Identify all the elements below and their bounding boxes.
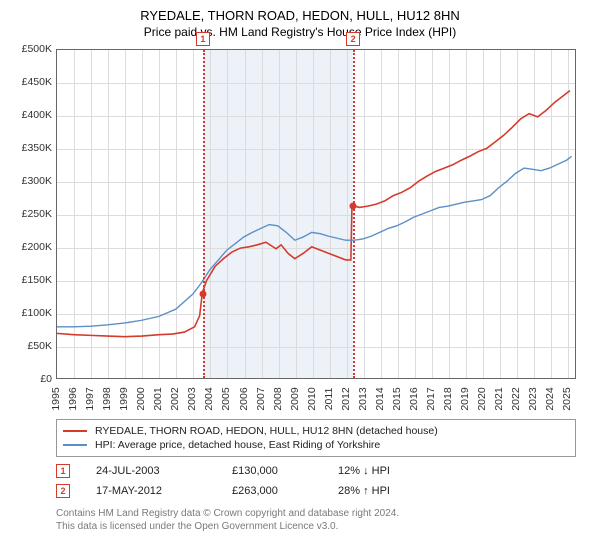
plot-region: 12 (56, 49, 576, 379)
legend-swatch-icon (63, 430, 87, 432)
sale-row: 1 24-JUL-2003 £130,000 12% ↓ HPI (56, 461, 576, 481)
chart-subtitle: Price paid vs. HM Land Registry's House … (12, 25, 588, 39)
x-tick-label: 1995 (50, 387, 62, 410)
chart-area: 12 £0 £50K £100K £150K £200K £250K £300K £350K £… (12, 45, 588, 413)
y-tick-label: £300K (12, 175, 52, 187)
sale-marker-label: 1 (196, 32, 210, 46)
x-tick-label: 2004 (203, 387, 215, 410)
y-tick-label: £200K (12, 241, 52, 253)
y-tick-label: £350K (12, 142, 52, 154)
sale-marker-label: 2 (346, 32, 360, 46)
sale-row-marker-icon: 2 (56, 484, 70, 498)
y-tick-label: £150K (12, 274, 52, 286)
x-tick-label: 2006 (238, 387, 250, 410)
x-tick-label: 2013 (357, 387, 369, 410)
sale-marker-line (203, 50, 205, 378)
series-price_paid (57, 91, 570, 337)
y-tick-label: £0 (12, 373, 52, 385)
chart-title: RYEDALE, THORN ROAD, HEDON, HULL, HU12 8… (12, 8, 588, 23)
x-tick-label: 2000 (135, 387, 147, 410)
sale-row-marker-icon: 1 (56, 464, 70, 478)
legend-swatch-icon (63, 444, 87, 446)
sale-price: £130,000 (232, 465, 312, 477)
sale-marker-line (353, 50, 355, 378)
series-hpi (57, 156, 572, 327)
y-tick-label: £100K (12, 307, 52, 319)
x-tick-label: 1996 (67, 387, 79, 410)
sale-date: 17-MAY-2012 (96, 485, 206, 497)
sale-point-icon (199, 291, 206, 298)
x-tick-label: 2001 (152, 387, 164, 410)
y-tick-label: £50K (12, 340, 52, 352)
y-tick-label: £450K (12, 76, 52, 88)
x-tick-label: 2008 (272, 387, 284, 410)
series-svg (57, 50, 575, 378)
x-tick-label: 2023 (527, 387, 539, 410)
x-tick-label: 2020 (476, 387, 488, 410)
x-tick-label: 2015 (391, 387, 403, 410)
x-tick-label: 2017 (425, 387, 437, 410)
footer-line-1: Contains HM Land Registry data © Crown c… (56, 507, 576, 520)
x-tick-label: 2022 (510, 387, 522, 410)
sale-row: 2 17-MAY-2012 £263,000 28% ↑ HPI (56, 481, 576, 501)
x-tick-label: 1997 (84, 387, 96, 410)
x-tick-label: 2011 (323, 388, 335, 411)
x-tick-label: 2021 (493, 387, 505, 410)
legend-label: RYEDALE, THORN ROAD, HEDON, HULL, HU12 8… (95, 425, 438, 437)
x-tick-label: 2024 (544, 387, 556, 410)
footer-line-2: This data is licensed under the Open Gov… (56, 520, 576, 533)
footer-attribution: Contains HM Land Registry data © Crown c… (56, 507, 576, 533)
x-tick-label: 2014 (374, 387, 386, 410)
sale-price: £263,000 (232, 485, 312, 497)
legend-item: RYEDALE, THORN ROAD, HEDON, HULL, HU12 8… (63, 424, 569, 438)
y-tick-label: £250K (12, 208, 52, 220)
legend-box: RYEDALE, THORN ROAD, HEDON, HULL, HU12 8… (56, 419, 576, 457)
x-tick-label: 2016 (408, 387, 420, 410)
x-tick-label: 2012 (340, 387, 352, 410)
marker-table: 1 24-JUL-2003 £130,000 12% ↓ HPI 2 17-MAY-201… (56, 461, 576, 501)
x-tick-label: 2002 (169, 387, 181, 410)
x-tick-label: 2005 (220, 387, 232, 410)
x-tick-label: 2003 (186, 387, 198, 410)
sale-delta: 12% ↓ HPI (338, 465, 458, 477)
x-tick-label: 2009 (289, 387, 301, 410)
y-tick-label: £400K (12, 109, 52, 121)
sale-delta: 28% ↑ HPI (338, 485, 458, 497)
x-tick-label: 1999 (118, 387, 130, 410)
y-tick-label: £500K (12, 43, 52, 55)
x-tick-label: 2010 (306, 387, 318, 410)
x-tick-label: 2018 (442, 387, 454, 410)
sale-date: 24-JUL-2003 (96, 465, 206, 477)
sale-point-icon (350, 203, 357, 210)
x-tick-label: 2007 (255, 387, 267, 410)
x-tick-label: 1998 (101, 387, 113, 410)
x-tick-label: 2025 (561, 387, 573, 410)
x-tick-label: 2019 (459, 387, 471, 410)
legend-item: HPI: Average price, detached house, East… (63, 438, 569, 452)
legend-label: HPI: Average price, detached house, East… (95, 439, 380, 451)
